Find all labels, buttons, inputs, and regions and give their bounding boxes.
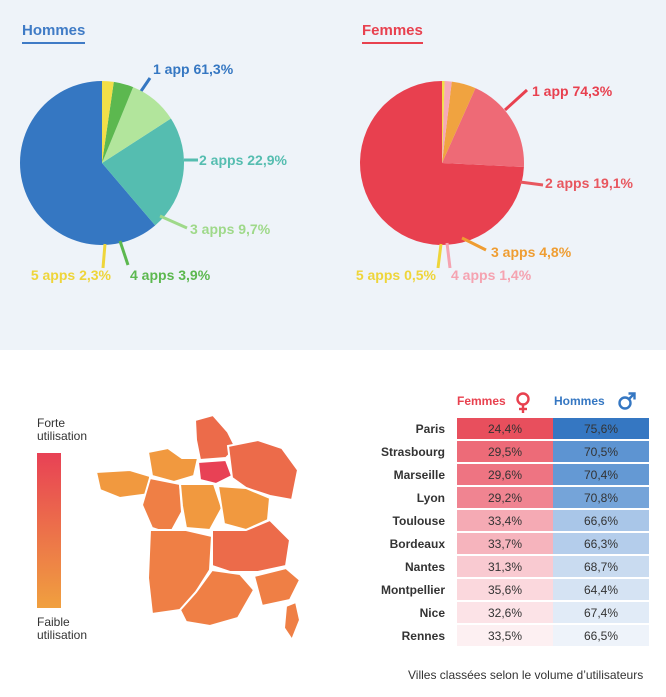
pie-charts-svg: 1 app 61,3% 2 apps 22,9% 3 apps 9,7% 4 apps… [19,61,633,283]
pie-0-leader-3 [118,240,130,266]
table-caption: Villes classées selon le volume d’utilis… [408,668,644,682]
bretagne-region [94,468,151,500]
pie-1-label-2: 3 apps 4,8% [491,244,572,260]
hommes-pie-title: Hommes [22,22,86,44]
femmes-value: 33,5% [457,625,553,646]
pie-1-leader-2 [461,236,487,252]
corse-region [282,600,302,643]
table-row: Marseille 29,6% 70,4% [355,464,649,485]
city-name: Strasbourg [380,444,445,459]
hommes-title-text: Hommes [22,22,86,39]
femmes-value: 33,4% [457,510,553,531]
table-row: Strasbourg 29,5% 70,5% [355,441,649,462]
title-underline [22,42,86,44]
hommes-value: 70,4% [553,464,649,485]
pie-0-label-1: 2 apps 22,9% [199,152,287,168]
hommes-value: 68,7% [553,556,649,577]
legend-high-label: Forte utilisation [37,416,88,443]
femmes-title-text: Femmes [362,22,423,39]
hommes-value: 64,4% [553,579,649,600]
hommes-value: 66,6% [553,510,649,531]
city-name: Paris [415,421,445,436]
pie-0-label-3: 4 apps 3,9% [130,267,211,283]
table-row: Rennes 33,5% 66,5% [355,625,649,646]
pie-0-slice-2 [102,87,171,163]
table-row: Montpellier 35,6% 64,4% [355,579,649,600]
table-row: Lyon 29,2% 70,8% [355,487,649,508]
city-name: Toulouse [392,513,445,528]
femmes-value: 29,2% [457,487,553,508]
pie-1-leader-1 [519,180,544,187]
femmes-pie-title: Femmes [362,22,423,44]
ile-de-france-region [196,458,234,486]
hommes-header-label: Hommes [554,394,605,408]
hommes-value: 70,8% [553,487,649,508]
pie-1-leader-3 [445,242,452,269]
city-name: Bordeaux [389,536,445,551]
city-name: Lyon [416,490,445,505]
pie-1-label-3: 4 apps 1,4% [451,267,532,283]
pie-0-slice-3 [102,81,134,163]
usage-gradient-legend [37,453,61,608]
table-row: Toulouse 33,4% 66,6% [355,510,649,531]
femmes-value: 29,6% [457,464,553,485]
hommes-value: 75,6% [553,418,649,439]
hommes-value: 67,4% [553,602,649,623]
pie-0-label-2: 3 apps 9,7% [190,221,271,237]
pie-1-slice-4 [442,81,445,163]
paca-region [252,566,302,608]
femmes-value: 35,6% [457,579,553,600]
femmes-header-label: Femmes [457,394,506,408]
table-row: Nantes 31,3% 68,7% [355,556,649,577]
pie-0-label-4: 5 apps 2,3% [31,267,112,283]
title-underline [362,42,423,44]
femmes-value: 33,7% [457,533,553,554]
pie-1-slice-2 [442,81,476,163]
city-name: Montpellier [380,582,445,597]
city-name: Marseille [393,467,445,482]
pie-1-slice-3 [442,81,452,163]
table-row: Nice 32,6% 67,4% [355,602,649,623]
hommes-value: 70,5% [553,441,649,462]
pie-0-label-0: 1 app 61,3% [153,61,234,77]
pie-0-leader-4 [101,243,107,269]
hommes-header: Hommes [554,394,605,408]
city-name: Nice [419,605,445,620]
pie-0-slice-4 [102,81,114,163]
city-name: Nantes [404,559,445,574]
grand-est-region [226,438,300,502]
cities-table: Paris 24,4% 75,6% Strasbourg 29,5% 70,5% Marse… [355,416,649,648]
table-row: Bordeaux 33,7% 66,3% [355,533,649,554]
pie-1-leader-4 [436,243,443,269]
legend-low-label: Faible utilisation [37,615,88,642]
centre-val-de-loire-region [178,483,224,532]
city-name: Rennes [401,628,445,643]
pie-1-label-4: 5 apps 0,5% [356,267,437,283]
pie-0-slice-1 [102,118,184,226]
pie-1-leader-0 [503,88,529,112]
normandie-region [146,446,200,484]
hommes-value: 66,5% [553,625,649,646]
pie-0-leader-2 [159,214,188,230]
pie-1-label-0: 1 app 74,3% [532,83,613,99]
pie-1-label-1: 2 apps 19,1% [545,175,633,191]
pie-0-slice-0 [19,81,156,246]
femmes-value: 24,4% [457,418,553,439]
femmes-value: 29,5% [457,441,553,462]
pie-1-slice-1 [442,88,525,167]
femmes-header: Femmes [457,394,506,408]
auvergne-rhone-alpes-region [211,518,292,573]
pays-de-la-loire-region [140,476,184,536]
table-row: Paris 24,4% 75,6% [355,418,649,439]
femmes-value: 32,6% [457,602,553,623]
pie-1-slice-0 [360,81,524,245]
femmes-value: 31,3% [457,556,553,577]
hommes-value: 66,3% [553,533,649,554]
occitanie-region [178,568,256,628]
